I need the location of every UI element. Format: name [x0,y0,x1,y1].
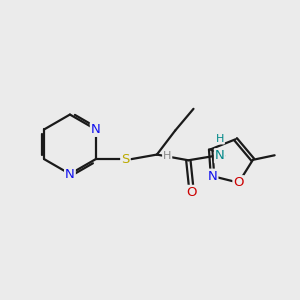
Text: N: N [215,149,225,162]
Text: H: H [216,134,224,144]
Text: O: O [186,186,196,199]
Text: H: H [163,151,171,161]
Text: O: O [233,176,244,189]
Text: N: N [65,167,75,181]
Text: N: N [91,123,100,136]
Text: N: N [208,169,218,183]
Text: S: S [121,153,130,166]
